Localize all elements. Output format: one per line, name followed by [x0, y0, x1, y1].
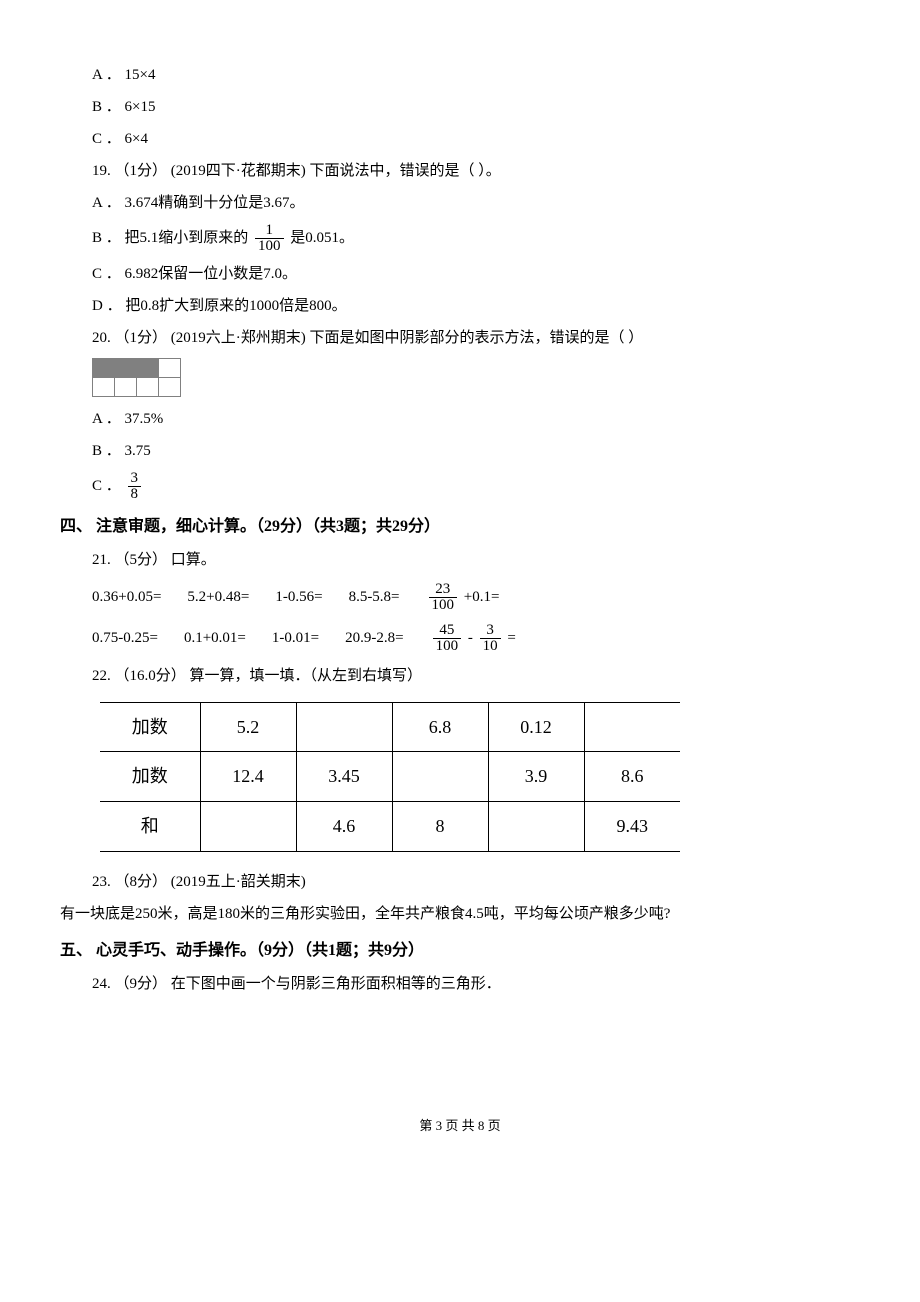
calc-tail: +0.1= [464, 589, 500, 605]
q20-c-pre: C ． [92, 478, 125, 494]
table-row: 和 4.6 8 9.43 [100, 802, 680, 852]
calc-item: 23 100 +0.1= [426, 582, 500, 613]
calc-item: 1-0.01= [272, 626, 319, 650]
shade-cell [93, 378, 115, 397]
fraction-45-100: 45 100 [433, 623, 462, 654]
fraction-3-8: 3 8 [128, 471, 142, 502]
fraction-den: 8 [128, 486, 142, 502]
fraction-den: 10 [480, 638, 501, 654]
shade-cell [115, 359, 137, 378]
q18-option-a: A ． 15×4 [92, 63, 860, 87]
table-cell [488, 802, 584, 852]
section-4-heading: 四、 注意审题，细心计算。（29分）（共3题；共29分） [60, 514, 860, 540]
q20-option-b: B ． 3.75 [92, 439, 860, 463]
table-cell: 3.45 [296, 752, 392, 802]
table-cell: 8.6 [584, 752, 680, 802]
shade-cell [159, 378, 181, 397]
shade-cell [137, 359, 159, 378]
table-cell [200, 802, 296, 852]
shade-cell [137, 378, 159, 397]
q21-stem: 21. （5分） 口算。 [92, 548, 860, 572]
table-cell [296, 702, 392, 752]
shade-cell [159, 359, 181, 378]
fraction-num: 45 [433, 623, 462, 638]
calc-item: 1-0.56= [275, 585, 322, 609]
q21-row2: 0.75-0.25= 0.1+0.01= 1-0.01= 20.9-2.8= 4… [92, 623, 860, 654]
table-cell: 12.4 [200, 752, 296, 802]
table-cell: 加数 [100, 702, 200, 752]
table-cell: 9.43 [584, 802, 680, 852]
q20-option-a: A ． 37.5% [92, 407, 860, 431]
calc-item: 0.36+0.05= [92, 585, 161, 609]
table-cell [584, 702, 680, 752]
q18-option-b: B ． 6×15 [92, 95, 860, 119]
q20-stem: 20. （1分） (2019六上·郑州期末) 下面是如图中阴影部分的表示方法，错… [92, 326, 860, 350]
table-cell: 6.8 [392, 702, 488, 752]
q22-stem: 22. （16.0分） 算一算，填一填．（从左到右填写） [92, 664, 860, 688]
fraction-den: 100 [433, 638, 462, 654]
table-cell: 8 [392, 802, 488, 852]
fraction-den: 100 [429, 597, 458, 613]
section-5-heading: 五、 心灵手巧、动手操作。（9分）（共1题；共9分） [60, 938, 860, 964]
q20-shade-figure [92, 358, 860, 397]
calc-item: 8.5-5.8= [349, 585, 400, 609]
calc-item: 5.2+0.48= [187, 585, 249, 609]
q22-table-wrap: 加数 5.2 6.8 0.12 加数 12.4 3.45 3.9 8.6 和 4… [60, 702, 860, 852]
page-footer: 第 3 页 共 8 页 [60, 1116, 860, 1137]
q18-option-c: C ． 6×4 [92, 127, 860, 151]
fraction-1-100: 1 100 [255, 223, 284, 254]
q19-option-a: A ． 3.674精确到十分位是3.67。 [92, 191, 860, 215]
shade-cell [115, 378, 137, 397]
q22-table: 加数 5.2 6.8 0.12 加数 12.4 3.45 3.9 8.6 和 4… [100, 702, 680, 852]
q19-option-d: D ． 把0.8扩大到原来的1000倍是800。 [92, 294, 860, 318]
calc-item: 0.75-0.25= [92, 626, 158, 650]
fraction-3-10: 3 10 [480, 623, 501, 654]
table-row: 加数 5.2 6.8 0.12 [100, 702, 680, 752]
fraction-23-100: 23 100 [429, 582, 458, 613]
table-row: 加数 12.4 3.45 3.9 8.6 [100, 752, 680, 802]
table-cell [392, 752, 488, 802]
table-cell: 5.2 [200, 702, 296, 752]
q19-b-post: 是0.051。 [290, 230, 354, 246]
q24-stem: 24. （9分） 在下图中画一个与阴影三角形面积相等的三角形． [92, 972, 860, 996]
q20-option-c: C ． 3 8 [92, 471, 860, 502]
table-cell: 0.12 [488, 702, 584, 752]
calc-item: 45 100 - 3 10 = [430, 623, 516, 654]
table-cell: 4.6 [296, 802, 392, 852]
q19-b-pre: B ． 把5.1缩小到原来的 [92, 230, 252, 246]
fraction-num: 1 [255, 223, 284, 238]
calc-tail: = [507, 630, 515, 646]
q19-option-b: B ． 把5.1缩小到原来的 1 100 是0.051。 [92, 223, 860, 254]
shade-table [92, 358, 181, 397]
q21-row1: 0.36+0.05= 5.2+0.48= 1-0.56= 8.5-5.8= 23… [92, 582, 860, 613]
q19-stem: 19. （1分） (2019四下·花都期末) 下面说法中，错误的是（ ）。 [92, 159, 860, 183]
calc-item: 20.9-2.8= [345, 626, 403, 650]
q19-option-c: C ． 6.982保留一位小数是7.0。 [92, 262, 860, 286]
fraction-den: 100 [255, 238, 284, 254]
q23-stem: 23. （8分） (2019五上·韶关期末) [92, 870, 860, 894]
calc-minus: - [468, 630, 477, 646]
q23-body: 有一块底是250米，高是180米的三角形实验田，全年共产粮食4.5吨，平均每公顷… [60, 902, 860, 926]
shade-cell [93, 359, 115, 378]
calc-item: 0.1+0.01= [184, 626, 246, 650]
table-cell: 3.9 [488, 752, 584, 802]
table-cell: 加数 [100, 752, 200, 802]
fraction-num: 23 [429, 582, 458, 597]
fraction-num: 3 [480, 623, 501, 638]
table-cell: 和 [100, 802, 200, 852]
fraction-num: 3 [128, 471, 142, 486]
